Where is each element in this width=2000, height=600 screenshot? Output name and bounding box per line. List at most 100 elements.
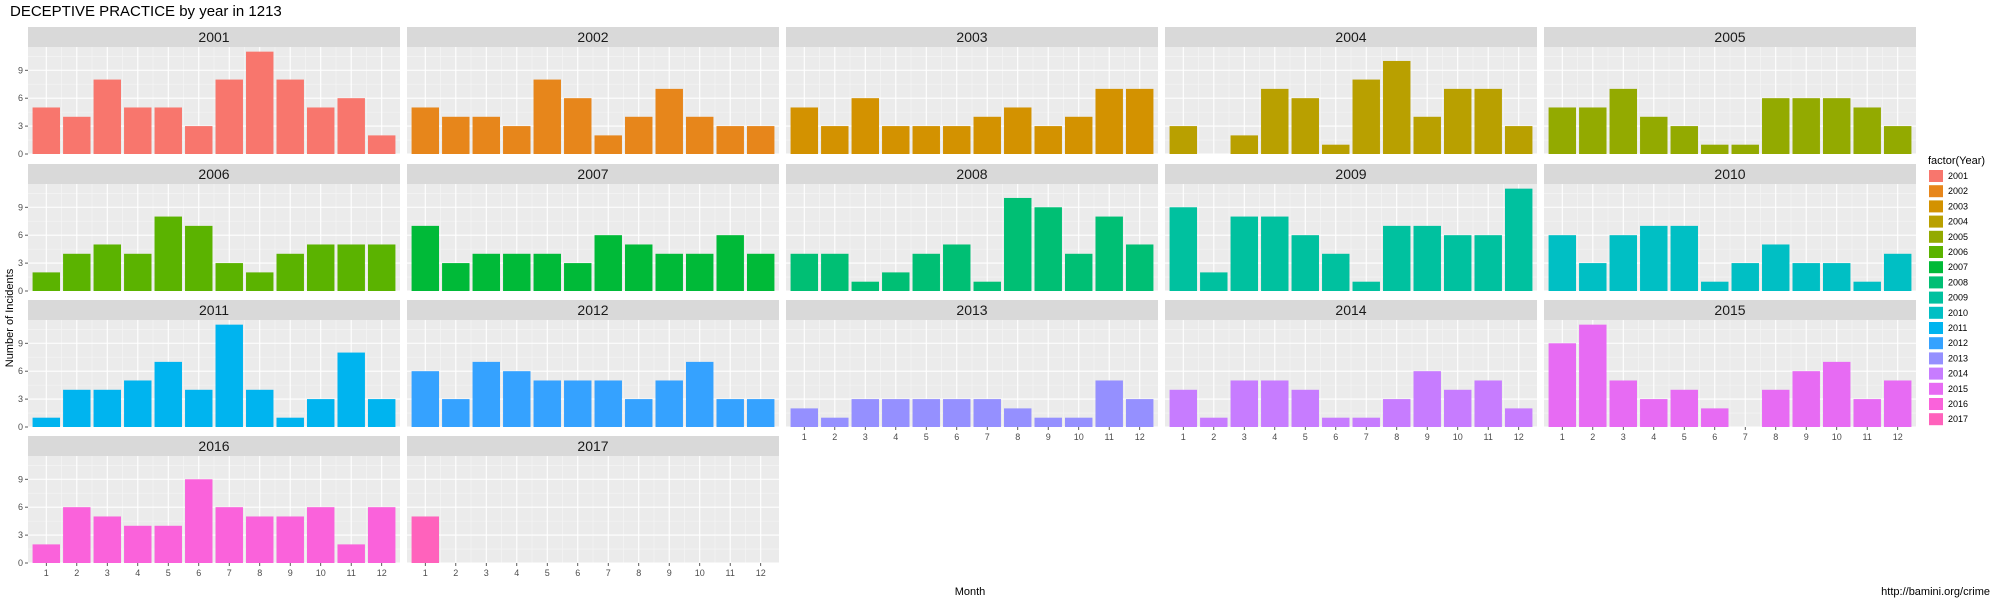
bar-2008-month-10: [1065, 253, 1093, 291]
x-tick-label: 2: [453, 568, 458, 578]
bar-2009-month-5: [1291, 235, 1319, 291]
bar-2016-month-8: [246, 516, 274, 563]
bar-2006-month-1: [32, 272, 61, 291]
bar-2001-month-11: [337, 98, 365, 154]
x-tick-label: 5: [1682, 432, 1687, 442]
legend-label: 2011: [1948, 323, 1967, 333]
legend-item-2004: 2004: [1929, 215, 1968, 228]
x-tick-label: 4: [1272, 432, 1277, 442]
bar-2001-month-4: [124, 107, 152, 154]
bar-2013-month-3: [851, 399, 879, 427]
bar-2005-month-3: [1609, 88, 1637, 154]
legend-item-2015: 2015: [1929, 382, 1968, 395]
legend-item-2008: 2008: [1929, 276, 1968, 289]
bar-2007-month-7: [594, 235, 622, 291]
bar-2008-month-8: [1004, 197, 1032, 291]
facet-strip: [1165, 164, 1537, 184]
bar-2016-month-5: [154, 525, 182, 563]
legend-key: [1929, 200, 1943, 213]
facet-strip: [28, 27, 400, 47]
bar-2016-month-7: [215, 507, 243, 563]
legend-item-2016: 2016: [1929, 398, 1968, 410]
x-tick-label: 11: [1863, 432, 1872, 442]
bar-2010-month-7: [1731, 263, 1759, 291]
x-tick-label: 9: [1804, 432, 1809, 442]
x-tick-label: 10: [1074, 432, 1084, 442]
bar-2015-month-2: [1579, 324, 1607, 427]
bar-2006-month-6: [185, 225, 213, 291]
bar-2016-month-1: [32, 544, 61, 563]
bar-2010-month-6: [1701, 281, 1729, 291]
bar-2002-month-8: [625, 116, 653, 154]
x-tick-label: 7: [227, 568, 232, 578]
legend-item-2005: 2005: [1929, 230, 1968, 243]
y-tick-label: 3: [18, 530, 23, 540]
facet-strip: [407, 300, 779, 320]
bar-2002-month-3: [472, 116, 500, 154]
bar-2006-month-11: [337, 244, 365, 291]
facet-strip-label: 2014: [1335, 302, 1366, 318]
bar-2010-month-5: [1670, 225, 1698, 291]
bar-2016-month-4: [124, 525, 152, 563]
bar-2010-month-9: [1792, 263, 1820, 291]
bar-2003-month-4: [882, 126, 910, 154]
bar-2016-month-10: [307, 507, 335, 563]
bar-2009-month-7: [1352, 281, 1380, 291]
bar-2003-month-1: [790, 107, 819, 154]
x-tick-label: 9: [667, 568, 672, 578]
facet-strip: [28, 164, 400, 184]
bar-2013-month-1: [790, 408, 819, 427]
x-tick-label: 7: [1364, 432, 1369, 442]
bar-2003-month-12: [1125, 88, 1154, 154]
legend-label: 2006: [1948, 247, 1968, 257]
bar-2004-month-12: [1504, 126, 1533, 154]
legend-key: [1929, 413, 1943, 426]
legend-item-2013: 2013: [1929, 352, 1968, 365]
y-tick-label: 0: [18, 558, 23, 568]
bar-2011-month-4: [124, 380, 152, 427]
bar-2016-month-2: [63, 507, 91, 563]
bar-2009-month-6: [1322, 253, 1350, 291]
legend-item-2010: 2010: [1929, 306, 1968, 319]
bar-2007-month-5: [533, 253, 561, 291]
y-tick-label: 9: [18, 202, 23, 212]
bar-2016-month-6: [185, 479, 213, 563]
facet-strip-label: 2002: [577, 29, 608, 45]
bar-2012-month-11: [716, 399, 744, 427]
bar-2004-month-3: [1230, 135, 1258, 154]
legend-key: [1929, 170, 1943, 182]
source-link[interactable]: http://bamini.org/crime: [1881, 586, 1990, 598]
legend-key: [1929, 337, 1943, 350]
bar-2003-month-8: [1004, 107, 1032, 154]
bar-2001-month-10: [307, 107, 335, 154]
x-tick-label: 11: [347, 568, 356, 578]
bar-2007-month-6: [564, 263, 592, 291]
bar-2011-month-8: [246, 389, 274, 427]
legend-item-2012: 2012: [1929, 337, 1968, 350]
bar-2003-month-11: [1095, 88, 1123, 154]
bar-2011-month-3: [93, 389, 121, 427]
bar-2002-month-5: [533, 79, 561, 154]
bar-2013-month-12: [1125, 399, 1154, 427]
x-tick-label: 3: [1621, 432, 1626, 442]
bar-2013-month-9: [1034, 417, 1062, 427]
legend-label: 2009: [1948, 293, 1968, 303]
bar-2014-month-3: [1230, 380, 1258, 427]
facet-strip-label: 2016: [198, 438, 229, 454]
x-tick-label: 8: [1015, 432, 1020, 442]
legend-item-2017: 2017: [1929, 413, 1968, 426]
legend-label: 2002: [1948, 186, 1968, 196]
bar-2014-month-10: [1444, 389, 1472, 427]
bar-2001-month-1: [32, 107, 61, 154]
x-tick-label: 12: [1514, 432, 1524, 442]
facet-panel-2001: 2001 0 3 6 9: [18, 27, 400, 159]
facet-strip: [1544, 164, 1916, 184]
x-tick-label: 1: [1181, 432, 1186, 442]
bar-2010-month-12: [1883, 253, 1912, 291]
facet-strip-label: 2003: [956, 29, 987, 45]
legend-key: [1929, 246, 1943, 258]
x-tick-label: 1: [802, 432, 807, 442]
bar-2009-month-8: [1383, 225, 1411, 291]
